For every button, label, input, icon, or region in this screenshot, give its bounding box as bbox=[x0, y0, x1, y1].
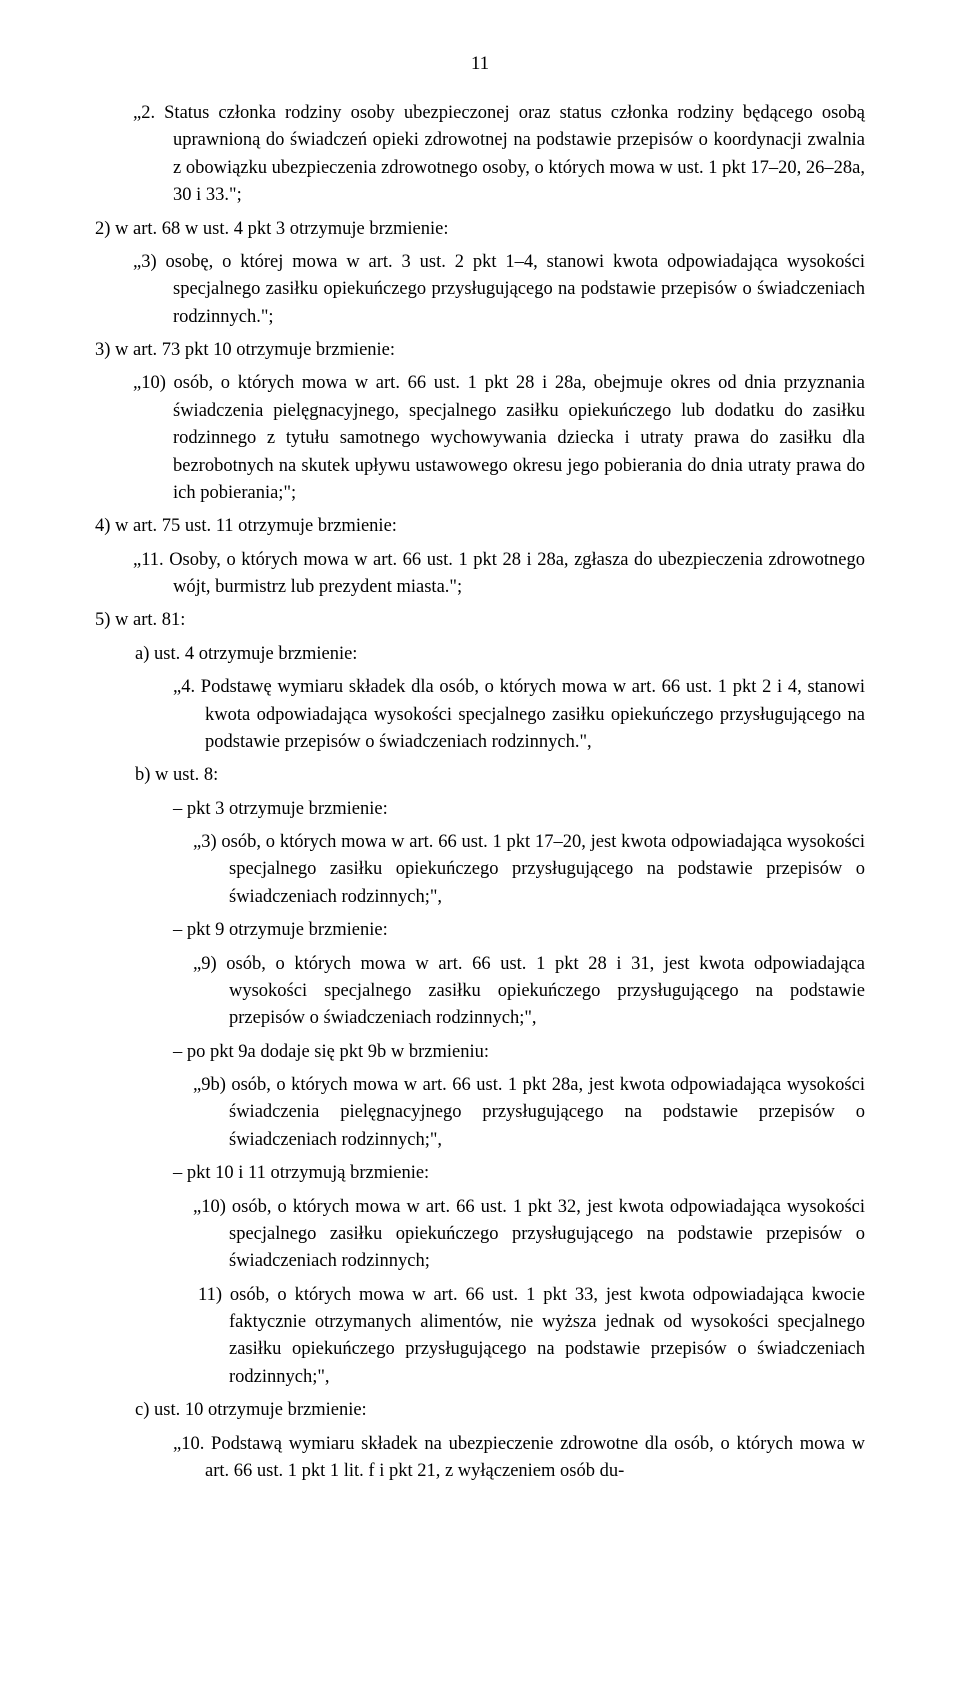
dash-pkt10-11: – pkt 10 i 11 otrzymują brzmienie: bbox=[95, 1160, 865, 1187]
item-5-art81: 5) w art. 81: bbox=[95, 607, 865, 634]
page-number: 11 bbox=[95, 50, 865, 78]
item-5c-body: „10. Podstawą wymiaru składek na ubezpie… bbox=[95, 1431, 865, 1486]
item-2-body: „3) osobę, o której mowa w art. 3 ust. 2… bbox=[95, 249, 865, 331]
dash-pkt3: – pkt 3 otrzymuje brzmienie: bbox=[95, 796, 865, 823]
dash-pkt9a: – po pkt 9a dodaje się pkt 9b w brzmieni… bbox=[95, 1039, 865, 1066]
item-5a-ust4: a) ust. 4 otrzymuje brzmienie: bbox=[95, 641, 865, 668]
item-5a-body: „4. Podstawę wymiaru składek dla osób, o… bbox=[95, 674, 865, 756]
dash-pkt10-body: „10) osób, o których mowa w art. 66 ust.… bbox=[95, 1194, 865, 1276]
item-4-body: „11. Osoby, o których mowa w art. 66 ust… bbox=[95, 547, 865, 602]
item-2-art68: 2) w art. 68 w ust. 4 pkt 3 otrzymuje br… bbox=[95, 216, 865, 243]
dash-pkt11-body: 11) osób, o których mowa w art. 66 ust. … bbox=[95, 1282, 865, 1392]
item-5c-ust10: c) ust. 10 otrzymuje brzmienie: bbox=[95, 1397, 865, 1424]
item-5b-ust8: b) w ust. 8: bbox=[95, 762, 865, 789]
dash-pkt9: – pkt 9 otrzymuje brzmienie: bbox=[95, 917, 865, 944]
dash-pkt3-body: „3) osób, o których mowa w art. 66 ust. … bbox=[95, 829, 865, 911]
dash-pkt9b-body: „9b) osób, o których mowa w art. 66 ust.… bbox=[95, 1072, 865, 1154]
item-3-body: „10) osób, o których mowa w art. 66 ust.… bbox=[95, 370, 865, 507]
dash-pkt9-body: „9) osób, o których mowa w art. 66 ust. … bbox=[95, 951, 865, 1033]
paragraph-2-status: „2. Status członka rodziny osoby ubezpie… bbox=[95, 100, 865, 210]
item-4-art75: 4) w art. 75 ust. 11 otrzymuje brzmienie… bbox=[95, 513, 865, 540]
item-3-art73: 3) w art. 73 pkt 10 otrzymuje brzmienie: bbox=[95, 337, 865, 364]
